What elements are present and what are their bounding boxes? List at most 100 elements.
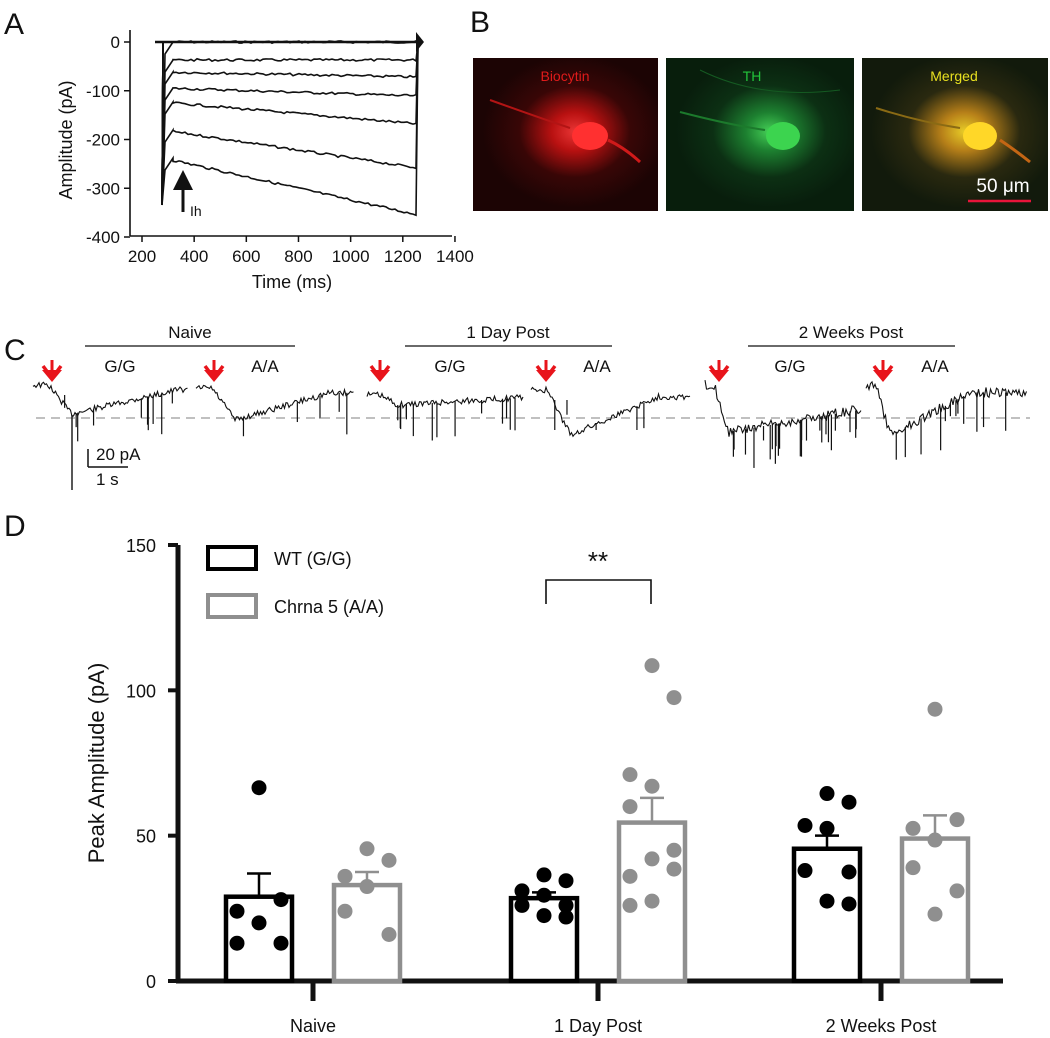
data-point <box>558 897 574 913</box>
genotype-gg-2weeks: G/G <box>774 357 805 376</box>
scale-current-label: 20 pA <box>96 445 141 464</box>
current-trace <box>161 41 419 206</box>
data-point <box>251 915 267 931</box>
chart-ylabel: Peak Amplitude (pA) <box>84 663 109 864</box>
data-point <box>949 883 965 899</box>
legend: WT (G/G) Chrna 5 (A/A) <box>206 545 384 619</box>
data-point <box>927 906 943 922</box>
data-point <box>841 864 857 880</box>
current-trace <box>161 41 419 206</box>
data-point <box>359 841 375 857</box>
data-point <box>536 867 552 883</box>
data-point <box>666 842 682 858</box>
significance-label: ** <box>588 546 608 576</box>
data-point <box>229 903 245 919</box>
panel-b-label: B <box>470 6 490 39</box>
application-arrow <box>535 360 557 382</box>
data-point <box>905 860 921 876</box>
panel-a-chart: 0 -100 -200 -300 -400 200 400 600 800 1000 1200 14… <box>56 30 474 292</box>
current-trace <box>161 41 419 206</box>
data-point <box>622 799 638 815</box>
y-tick-label: 0 <box>146 972 156 992</box>
data-point <box>841 896 857 912</box>
data-point <box>797 817 813 833</box>
current-trace <box>161 41 419 206</box>
legend-label-wt: WT (G/G) <box>274 549 352 569</box>
panel-d-label: D <box>4 510 26 543</box>
data-point <box>644 778 660 794</box>
panel-c-traces: Naive 1 Day Post 2 Weeks Post G/G A/A G/… <box>32 323 1030 490</box>
x-tick-label: Naive <box>290 1016 336 1036</box>
current-trace-segment <box>32 381 188 418</box>
data-point <box>381 852 397 868</box>
ih-label: Ih <box>190 203 202 219</box>
data-point <box>927 832 943 848</box>
current-trace <box>161 40 419 206</box>
data-point <box>841 794 857 810</box>
data-point <box>819 820 835 836</box>
data-point <box>622 767 638 783</box>
data-point <box>536 908 552 924</box>
panel-a-ytick: -200 <box>86 131 120 150</box>
data-point <box>337 903 353 919</box>
panel-c-label: C <box>4 334 26 367</box>
data-point <box>644 851 660 867</box>
panel-a-xtick: 800 <box>284 247 312 266</box>
trace-end-marker <box>416 32 424 52</box>
genotype-gg-naive: G/G <box>104 357 135 376</box>
data-point <box>558 873 574 889</box>
scale-bar-label: 50 μm <box>976 176 1029 197</box>
biocytin-label: Biocytin <box>540 68 589 84</box>
th-label: TH <box>743 68 762 84</box>
data-point <box>819 893 835 909</box>
significance-bracket <box>545 579 652 604</box>
panel-a-xtick: 200 <box>128 247 156 266</box>
current-trace <box>161 41 419 206</box>
panel-a-ylabel: Amplitude (pA) <box>56 80 76 199</box>
genotype-aa-naive: A/A <box>251 357 279 376</box>
merged-image: Merged 50 μm <box>862 58 1048 211</box>
biocytin-image: Biocytin <box>473 58 658 211</box>
panel-a-xlabel: Time (ms) <box>252 272 332 292</box>
application-arrow <box>203 360 225 382</box>
th-image: TH <box>666 58 854 211</box>
x-tick-label: 2 Weeks Post <box>826 1016 937 1036</box>
panel-a-traces <box>155 32 424 217</box>
data-point <box>666 690 682 706</box>
data-point <box>622 868 638 884</box>
data-point <box>644 893 660 909</box>
current-trace-segment <box>704 380 862 437</box>
ih-arrow <box>173 170 193 212</box>
data-point <box>381 926 397 942</box>
data-point <box>273 892 289 908</box>
application-arrow <box>369 360 391 382</box>
data-point <box>927 701 943 717</box>
data-point <box>273 935 289 951</box>
data-point <box>622 897 638 913</box>
data-point <box>514 897 530 913</box>
panel-a-label: A <box>4 8 24 41</box>
panel-a-ytick: -300 <box>86 179 120 198</box>
scale-bar-c: 20 pA 1 s <box>87 445 141 489</box>
panel-a-ytick: -100 <box>86 82 120 101</box>
data-point <box>666 861 682 877</box>
data-point <box>905 820 921 836</box>
data-point <box>359 879 375 895</box>
group-label-2weeks: 2 Weeks Post <box>799 323 904 342</box>
y-tick-label: 50 <box>136 827 156 847</box>
current-trace-segment <box>865 380 1028 436</box>
data-point <box>558 909 574 925</box>
y-tick-label: 100 <box>126 681 156 701</box>
legend-swatch-chrna5 <box>206 593 258 619</box>
data-point <box>536 887 552 903</box>
panel-a-ytick: -400 <box>86 228 120 247</box>
panel-a-xtick: 1000 <box>332 247 370 266</box>
panel-a-xtick: 1200 <box>384 247 422 266</box>
y-tick-label: 150 <box>126 536 156 556</box>
genotype-aa-2weeks: A/A <box>921 357 949 376</box>
data-point <box>229 935 245 951</box>
genotype-gg-1day: G/G <box>434 357 465 376</box>
current-trace <box>161 41 419 217</box>
merged-label: Merged <box>930 68 977 84</box>
